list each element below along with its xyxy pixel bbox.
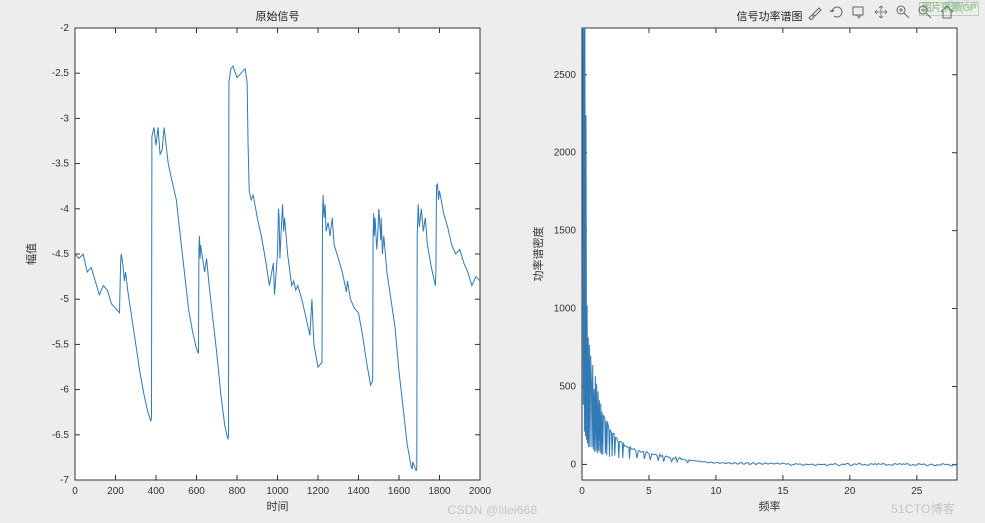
x-tick-label: 400 xyxy=(148,486,165,497)
x-tick-label: 2000 xyxy=(469,486,492,497)
x-tick-label: 10 xyxy=(710,486,722,497)
y-tick-label: 2500 xyxy=(554,70,577,81)
plot-area[interactable] xyxy=(582,28,957,480)
y-tick-label: -4 xyxy=(60,204,69,215)
y-tick-label: -2 xyxy=(60,23,69,34)
right-chart: 0 5 10 15 20 25 0 500 1000 1500 2000 2500 信号功率谱图频率 功率… xyxy=(527,4,985,516)
x-axis-label: 频率 xyxy=(759,499,781,513)
figure-area: 截图工具 图片来源(GP 020040060080010001200140016… xyxy=(0,0,985,523)
watermark-right: 51CTO博客 xyxy=(891,500,955,517)
x-tick-label: 1400 xyxy=(347,486,370,497)
y-tick-label: -2.5 xyxy=(52,68,70,79)
x-tick-label: 0 xyxy=(579,486,585,497)
y-tick-label: -7 xyxy=(60,475,69,486)
y-tick-label: 1000 xyxy=(554,304,577,315)
x-tick-label: 15 xyxy=(777,486,789,497)
x-tick-label: 20 xyxy=(844,486,856,497)
x-axis-label: 时间 xyxy=(267,500,289,513)
left-chart: 0 200 400 600 800 1000 1200 1400 1600 1800 2000 -7 -… xyxy=(20,4,535,516)
chart-title: 原始信号 xyxy=(256,9,300,23)
y-tick-label: 1500 xyxy=(554,226,577,237)
y-tick-label: -3 xyxy=(60,113,69,124)
y-tick-label: -5 xyxy=(60,294,69,305)
x-tick-label: 1600 xyxy=(388,486,411,497)
x-tick-label: 0 xyxy=(72,486,78,497)
y-tick-label: -3.5 xyxy=(52,159,70,170)
y-tick-label: -4.5 xyxy=(52,249,70,260)
y-tick-label: -6.5 xyxy=(52,430,70,441)
x-tick-label: 1000 xyxy=(266,486,289,497)
watermark-center: CSDN @lilei668 xyxy=(448,503,538,517)
y-tick-label: 0 xyxy=(570,459,576,470)
y-tick-label: -5.5 xyxy=(52,339,70,350)
y-tick-label: 2000 xyxy=(554,148,577,159)
x-tick-label: 1200 xyxy=(307,486,330,497)
x-tick-label: 800 xyxy=(229,486,246,497)
x-tick-label: 5 xyxy=(646,486,652,497)
y-axis-label: 幅值 xyxy=(25,243,38,265)
x-tick-label: 1800 xyxy=(428,486,451,497)
chart-title: 信号功率谱图 xyxy=(737,9,803,23)
y-axis-label: 功率谱密度 xyxy=(531,227,545,282)
y-tick-label: -6 xyxy=(60,385,69,396)
x-tick-label: 25 xyxy=(911,486,923,497)
x-tick-label: 200 xyxy=(107,486,124,497)
y-tick-label: 500 xyxy=(559,381,576,392)
x-tick-label: 600 xyxy=(188,486,205,497)
